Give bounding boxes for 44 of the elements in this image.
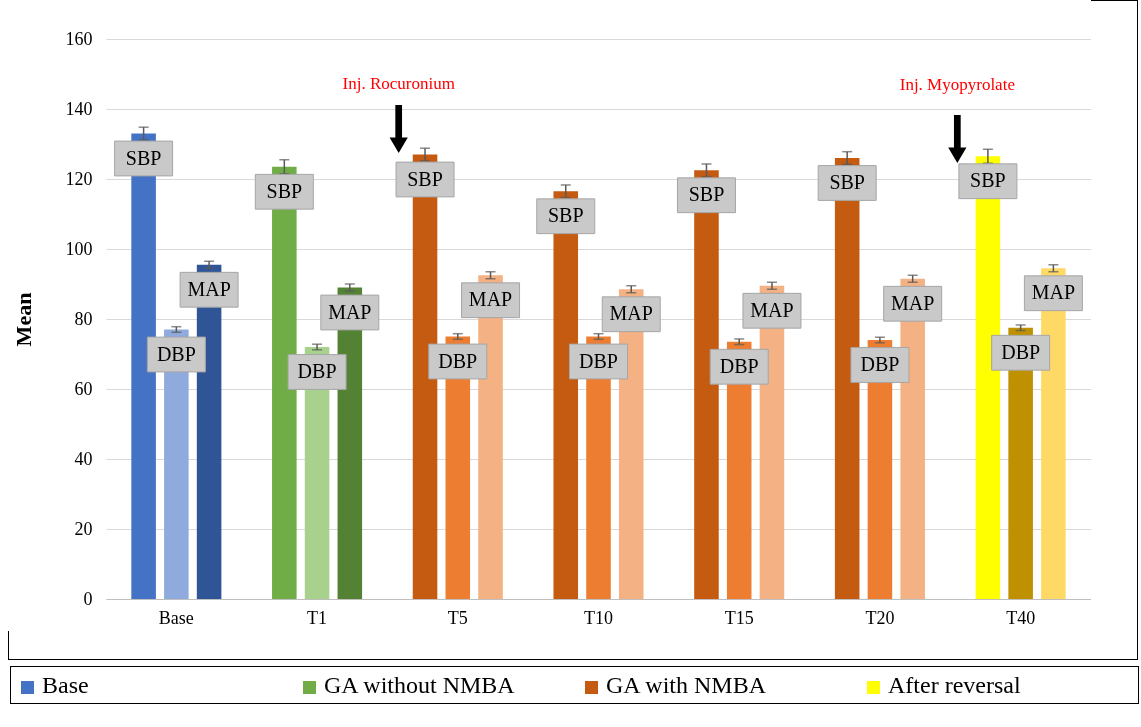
text: MAP — [468, 288, 513, 311]
text: DBP — [719, 354, 759, 377]
text: SBP — [970, 169, 1006, 192]
x-tick-label: T10 — [584, 607, 613, 628]
text: DBP — [860, 353, 900, 375]
x-tick-label: T1 — [307, 607, 328, 628]
x-tick-label: Base — [158, 607, 194, 628]
series-label: MAP — [187, 277, 231, 300]
y-tick-label: 100 — [65, 238, 93, 259]
text: SBP — [125, 146, 162, 169]
text: SBP — [688, 183, 725, 206]
text: MAP — [1031, 281, 1076, 304]
text: DBP — [156, 342, 196, 365]
y-tick-label: 60 — [74, 378, 93, 399]
y-tick-label: 40 — [74, 448, 93, 469]
x-tick-label: T15 — [724, 607, 754, 628]
text: After reversal — [888, 672, 1021, 698]
text: DBP — [579, 349, 618, 372]
annotation: Inj. Rocuronium — [342, 74, 455, 93]
text: MAP — [609, 302, 653, 325]
y-tick-label: 120 — [65, 168, 93, 189]
text: MAP — [328, 300, 372, 323]
text: DBP — [1001, 340, 1041, 363]
y-axis-title: Mean — [10, 292, 36, 347]
text: MAP — [750, 298, 794, 321]
text: Base — [42, 672, 89, 698]
y-tick-label: 80 — [74, 308, 93, 329]
series-label: DBP — [297, 360, 337, 382]
y-tick-label: 140 — [65, 98, 93, 119]
text: SBP — [829, 171, 865, 193]
text: MAP — [891, 291, 935, 314]
x-tick-label: T40 — [1006, 607, 1036, 628]
series-label: SBP — [407, 167, 443, 190]
text: DBP — [438, 349, 478, 372]
y-tick-label: 20 — [74, 518, 93, 539]
text: SBP — [547, 204, 584, 227]
x-tick-label: T20 — [865, 607, 895, 628]
x-tick-label: T5 — [447, 607, 468, 628]
annotation: Inj. Myopyrolate — [899, 75, 1015, 94]
text: GA without NMBA — [324, 672, 515, 698]
y-tick-label: 0 — [83, 588, 93, 609]
text: GA with NMBA — [606, 672, 767, 698]
text: SBP — [266, 179, 303, 202]
y-tick-label: 160 — [65, 28, 93, 49]
